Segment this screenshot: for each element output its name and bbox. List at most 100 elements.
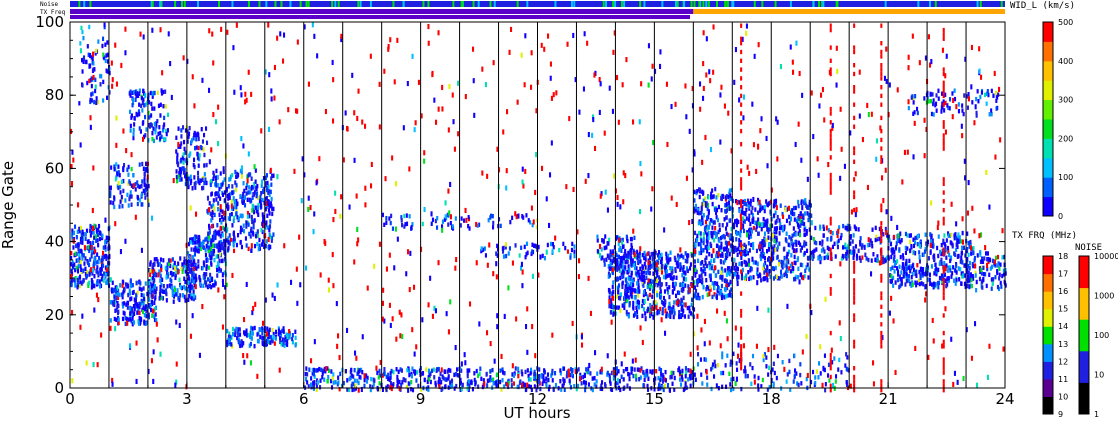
data-cell (833, 241, 836, 246)
data-cell (350, 373, 353, 378)
data-cell (632, 313, 635, 318)
data-cell (902, 263, 905, 268)
data-cell (979, 94, 982, 100)
data-cell (825, 225, 828, 231)
data-cell (911, 282, 914, 287)
data-cell (665, 255, 668, 261)
data-cell (799, 362, 802, 367)
data-cell (531, 242, 534, 247)
data-cell (312, 372, 315, 377)
data-cell (763, 352, 766, 357)
data-cell (732, 224, 735, 230)
data-cell (760, 242, 763, 247)
data-cell (723, 287, 726, 292)
data-cell (350, 368, 353, 373)
data-cell (782, 263, 785, 268)
data-cell (800, 221, 803, 226)
data-cell (840, 370, 843, 375)
data-cell (199, 246, 202, 252)
data-cell (223, 210, 226, 216)
data-cell (533, 374, 536, 380)
data-cell (378, 81, 381, 87)
data-cell (144, 195, 147, 200)
data-cell (216, 223, 219, 228)
noise-tick (761, 1, 764, 7)
data-cell (708, 265, 711, 271)
data-cell (714, 363, 717, 369)
data-cell (158, 125, 161, 130)
data-cell (693, 189, 696, 195)
data-cell (251, 326, 254, 331)
data-cell (79, 280, 82, 285)
data-cell (994, 275, 997, 280)
data-cell (669, 375, 672, 380)
data-cell (635, 377, 638, 382)
data-cell (114, 177, 117, 182)
data-cell (352, 374, 355, 379)
data-cell (143, 103, 146, 108)
data-cell (736, 271, 739, 276)
data-cell (183, 260, 186, 265)
data-cell (861, 255, 864, 260)
data-cell (223, 198, 226, 203)
data-cell (792, 226, 795, 231)
data-cell (966, 257, 969, 262)
data-cell (661, 270, 664, 275)
data-cell (471, 387, 474, 392)
data-cell (198, 180, 201, 186)
data-cell (619, 296, 622, 301)
data-cell (682, 282, 685, 287)
noise-tick (702, 1, 705, 7)
data-cell (803, 227, 806, 232)
data-cell (940, 251, 943, 257)
data-cell (184, 279, 187, 285)
data-cell (85, 59, 88, 65)
noise-tick (789, 1, 792, 7)
data-cell (967, 263, 970, 269)
data-cell (766, 202, 769, 208)
data-cell (660, 300, 663, 305)
data-cell (396, 378, 399, 383)
data-cell (772, 246, 775, 251)
data-cell (129, 128, 132, 133)
data-cell (129, 311, 132, 316)
data-cell (724, 253, 727, 258)
data-cell (408, 214, 411, 219)
data-cell (783, 246, 786, 251)
data-cell (411, 222, 414, 227)
data-cell (619, 292, 622, 297)
data-cell (221, 209, 224, 214)
data-cell (773, 226, 776, 231)
data-cell (391, 226, 394, 231)
data-cell (996, 269, 999, 274)
data-cell (766, 218, 769, 223)
data-cell (944, 278, 947, 284)
data-cell (662, 295, 665, 301)
data-cell (154, 290, 157, 295)
data-cell (199, 145, 202, 150)
data-cell (612, 280, 615, 285)
data-cell (507, 384, 510, 390)
data-cell (750, 210, 753, 215)
noise-tick (661, 1, 664, 7)
data-cell (769, 261, 772, 267)
data-cell (742, 211, 745, 216)
data-cell (925, 291, 928, 297)
data-cell (947, 249, 950, 254)
data-cell (95, 228, 98, 233)
data-cell (990, 108, 993, 113)
data-cell (227, 245, 230, 251)
data-cell (669, 266, 672, 271)
data-cell (260, 191, 263, 196)
data-cell (78, 252, 81, 257)
noise-tick (489, 1, 492, 7)
data-cell (720, 241, 723, 246)
data-cell (213, 173, 216, 178)
data-cell (982, 272, 985, 277)
data-cell (428, 377, 431, 382)
noise-tick (331, 1, 334, 7)
data-cell (198, 234, 201, 240)
data-cell (406, 367, 409, 373)
data-cell (738, 242, 741, 248)
data-cell (909, 269, 912, 274)
